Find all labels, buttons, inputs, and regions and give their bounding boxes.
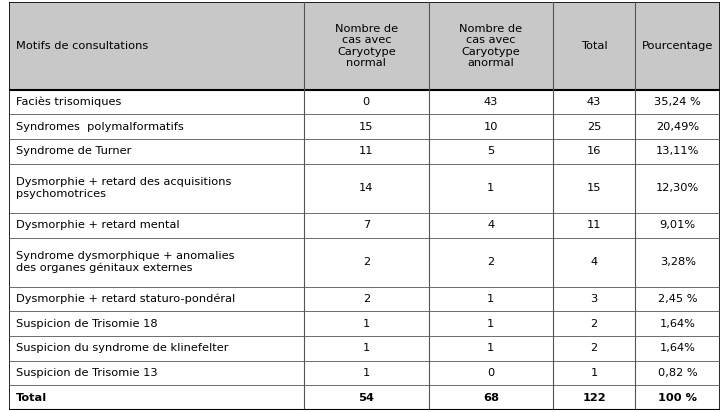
Text: 100 %: 100 % <box>658 393 697 403</box>
Text: 4: 4 <box>487 220 494 230</box>
Text: 122: 122 <box>582 393 606 403</box>
Text: 2: 2 <box>591 343 597 353</box>
Text: 11: 11 <box>587 220 602 230</box>
Text: 12,30%: 12,30% <box>656 183 699 193</box>
Text: 1,64%: 1,64% <box>660 343 696 353</box>
Text: 25: 25 <box>587 122 601 132</box>
Text: Syndrome de Turner: Syndrome de Turner <box>16 146 131 156</box>
Text: 15: 15 <box>587 183 602 193</box>
Text: 1: 1 <box>591 368 598 378</box>
Text: 2: 2 <box>363 294 370 304</box>
Text: Pourcentage: Pourcentage <box>642 41 713 51</box>
Text: 1,64%: 1,64% <box>660 319 696 329</box>
Bar <box>9 213 720 238</box>
Text: Nombre de
cas avec
Caryotype
anormal: Nombre de cas avec Caryotype anormal <box>459 23 523 68</box>
Bar <box>9 2 720 90</box>
Text: 3,28%: 3,28% <box>660 257 696 267</box>
Text: 7: 7 <box>363 220 370 230</box>
Text: 11: 11 <box>359 146 374 156</box>
Text: 1: 1 <box>363 368 370 378</box>
Text: 1: 1 <box>487 343 494 353</box>
Text: 54: 54 <box>358 393 374 403</box>
Text: 1: 1 <box>487 294 494 304</box>
Text: 9,01%: 9,01% <box>660 220 696 230</box>
Text: 1: 1 <box>487 319 494 329</box>
Bar <box>9 115 720 139</box>
Text: Total: Total <box>16 393 47 403</box>
Text: 43: 43 <box>587 97 601 107</box>
Text: Dysmorphie + retard staturo-pondéral: Dysmorphie + retard staturo-pondéral <box>16 294 235 304</box>
Text: Suspicion de Trisomie 13: Suspicion de Trisomie 13 <box>16 368 157 378</box>
Text: Suspicion de Trisomie 18: Suspicion de Trisomie 18 <box>16 319 157 329</box>
Text: 0: 0 <box>363 97 370 107</box>
Text: Total: Total <box>581 41 607 51</box>
Text: 1: 1 <box>487 183 494 193</box>
Text: 68: 68 <box>483 393 499 403</box>
Text: 2: 2 <box>363 257 370 267</box>
Text: Dysmorphie + retard des acquisitions
psychomotrices: Dysmorphie + retard des acquisitions psy… <box>16 178 231 199</box>
Text: 20,49%: 20,49% <box>656 122 699 132</box>
Text: Faciès trisomiques: Faciès trisomiques <box>16 97 121 107</box>
Text: 1: 1 <box>363 343 370 353</box>
Text: 0: 0 <box>487 368 494 378</box>
Text: 15: 15 <box>359 122 374 132</box>
Text: 5: 5 <box>487 146 494 156</box>
Text: Dysmorphie + retard mental: Dysmorphie + retard mental <box>16 220 180 230</box>
Bar <box>9 139 720 164</box>
Text: 10: 10 <box>484 122 498 132</box>
Text: 35,24 %: 35,24 % <box>654 97 701 107</box>
Text: Syndrome dysmorphique + anomalies
des organes génitaux externes: Syndrome dysmorphique + anomalies des or… <box>16 251 235 273</box>
Text: 14: 14 <box>359 183 374 193</box>
Text: 4: 4 <box>591 257 597 267</box>
Text: 0,82 %: 0,82 % <box>658 368 697 378</box>
Bar <box>9 238 720 287</box>
Text: 16: 16 <box>587 146 601 156</box>
Bar <box>9 360 720 385</box>
Text: Nombre de
cas avec
Caryotype
normal: Nombre de cas avec Caryotype normal <box>334 23 398 68</box>
Text: 2,45 %: 2,45 % <box>658 294 697 304</box>
Text: 43: 43 <box>484 97 498 107</box>
Text: 13,11%: 13,11% <box>656 146 699 156</box>
Text: Motifs de consultations: Motifs de consultations <box>16 41 148 51</box>
Bar <box>9 90 720 115</box>
Bar <box>9 385 720 410</box>
Text: 1: 1 <box>363 319 370 329</box>
Bar <box>9 164 720 213</box>
Bar <box>9 336 720 360</box>
Text: 3: 3 <box>591 294 598 304</box>
Text: Syndromes  polymalformatifs: Syndromes polymalformatifs <box>16 122 184 132</box>
Text: 2: 2 <box>487 257 494 267</box>
Text: 2: 2 <box>591 319 597 329</box>
Bar <box>9 311 720 336</box>
Bar <box>9 287 720 311</box>
Text: Suspicion du syndrome de klinefelter: Suspicion du syndrome de klinefelter <box>16 343 228 353</box>
